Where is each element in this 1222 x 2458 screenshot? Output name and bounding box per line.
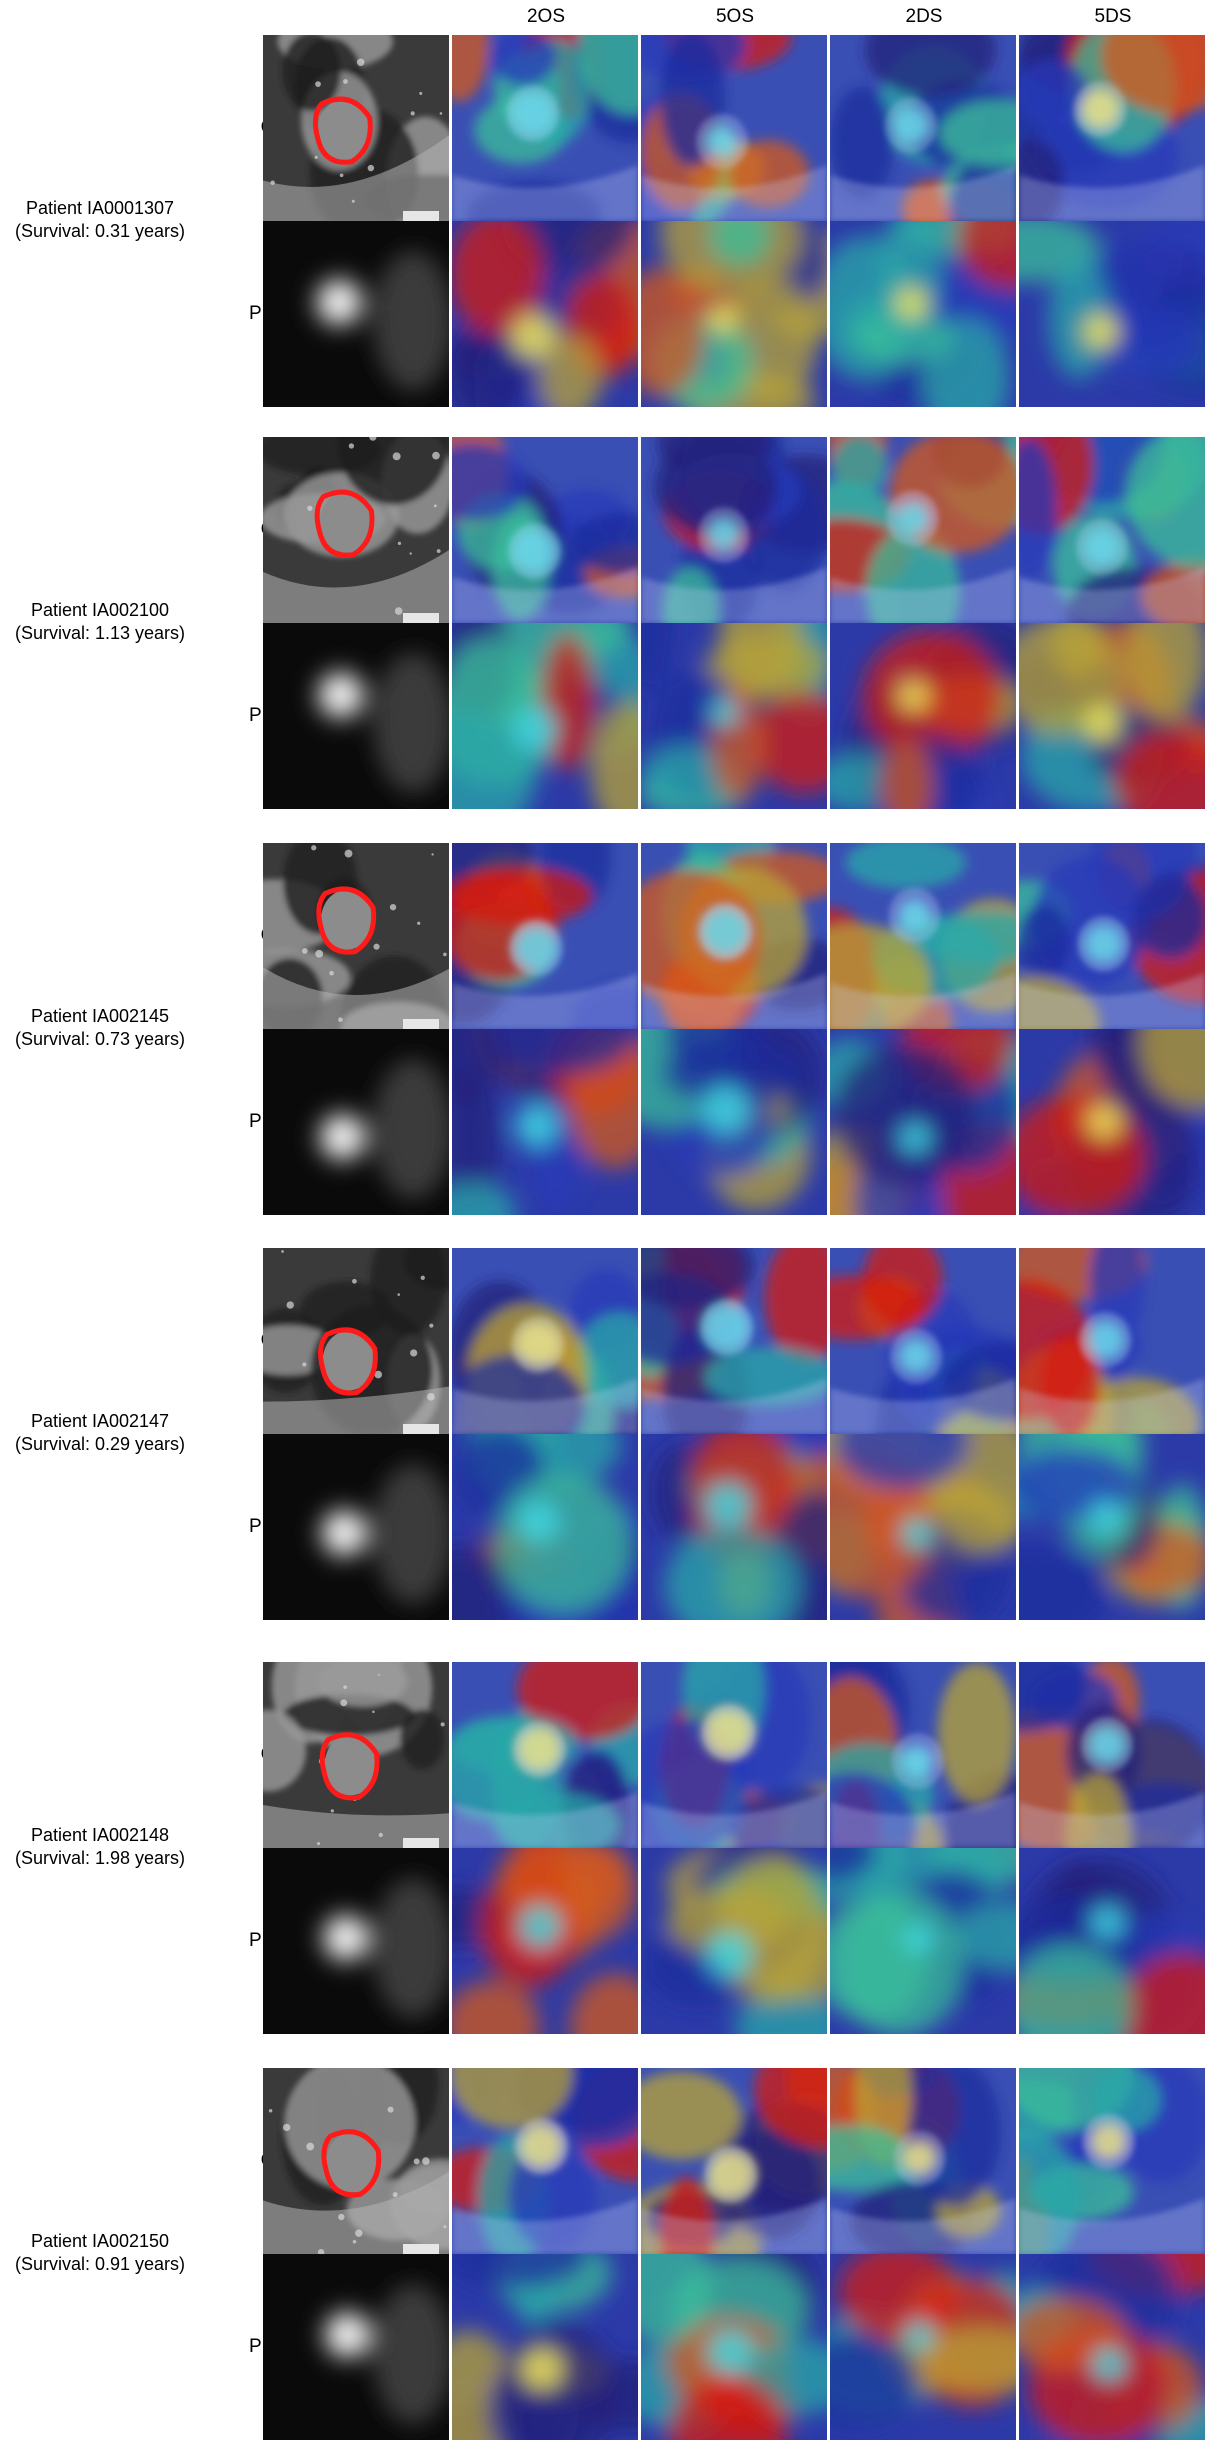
heatmap-image — [1019, 437, 1205, 623]
heatmap-image — [641, 1029, 827, 1215]
heatmap-image — [641, 1848, 827, 2034]
heatmap-image — [830, 1248, 1016, 1434]
heatmap-image — [1019, 1029, 1205, 1215]
heatmap-image — [1019, 1848, 1205, 2034]
tumor-contour — [318, 1327, 378, 1396]
heatmap-image — [830, 1434, 1016, 1620]
scan-image-ct — [263, 1662, 449, 1848]
patient-id: Patient IA0001307 — [25, 198, 175, 218]
heatmap-image — [830, 1029, 1016, 1215]
heatmap-image — [641, 1434, 827, 1620]
column-header-2os: 2OS — [526, 6, 566, 27]
heatmap-image — [830, 221, 1016, 407]
patient-label: Patient IA0001307 (Survival: 0.31 years) — [0, 197, 200, 243]
scan-image-ct — [263, 843, 449, 1029]
tumor-contour — [319, 1732, 380, 1801]
scan-image-pet — [263, 1848, 449, 2034]
heatmap-image — [1019, 221, 1205, 407]
heatmap-image — [641, 221, 827, 407]
patient-label: Patient IA002150 (Survival: 0.91 years) — [0, 2230, 200, 2276]
tumor-contour — [321, 2129, 382, 2198]
heatmap-image — [1019, 1662, 1205, 1848]
scan-image-ct — [263, 1248, 449, 1434]
column-header-5os: 5OS — [715, 6, 755, 27]
heatmap-image — [1019, 35, 1205, 221]
heatmap-image — [452, 1434, 638, 1620]
heatmap-image — [452, 1662, 638, 1848]
scan-image-pet — [263, 2254, 449, 2440]
patient-label: Patient IA002147 (Survival: 0.29 years) — [0, 1410, 200, 1456]
heatmap-image — [641, 1662, 827, 1848]
heatmap-image — [1019, 2068, 1205, 2254]
heatmap-image — [641, 437, 827, 623]
patient-id: Patient IA002145 — [30, 1006, 170, 1026]
heatmap-image — [452, 1248, 638, 1434]
patient-survival: (Survival: 0.91 years) — [14, 2254, 186, 2274]
heatmap-image — [641, 2254, 827, 2440]
patient-survival: (Survival: 0.29 years) — [14, 1434, 186, 1454]
heatmap-image — [830, 437, 1016, 623]
patient-survival: (Survival: 1.13 years) — [14, 623, 186, 643]
patient-survival: (Survival: 0.73 years) — [14, 1029, 186, 1049]
heatmap-image — [830, 1662, 1016, 1848]
patient-id: Patient IA002147 — [30, 1411, 170, 1431]
heatmap-image — [452, 2068, 638, 2254]
heatmap-image — [830, 35, 1016, 221]
scan-image-ct — [263, 35, 449, 221]
tumor-contour — [316, 886, 377, 955]
patient-label: Patient IA002145 (Survival: 0.73 years) — [0, 1005, 200, 1051]
patient-survival: (Survival: 1.98 years) — [14, 1848, 186, 1868]
scan-image-pet — [263, 1029, 449, 1215]
column-header-2ds: 2DS — [905, 6, 943, 27]
heatmap-image — [830, 843, 1016, 1029]
scan-image-pet — [263, 623, 449, 809]
heatmap-image — [452, 623, 638, 809]
patient-label: Patient IA002100 (Survival: 1.13 years) — [0, 599, 200, 645]
heatmap-image — [1019, 2254, 1205, 2440]
heatmap-image — [830, 1848, 1016, 2034]
heatmap-image — [830, 2254, 1016, 2440]
tumor-contour — [314, 489, 375, 558]
heatmap-image — [452, 843, 638, 1029]
heatmap-image — [452, 221, 638, 407]
heatmap-image — [641, 2068, 827, 2254]
heatmap-image — [452, 35, 638, 221]
heatmap-image — [1019, 1434, 1205, 1620]
column-header-5ds: 5DS — [1094, 6, 1132, 27]
heatmap-image — [1019, 843, 1205, 1029]
patient-survival: (Survival: 0.31 years) — [14, 221, 186, 241]
heatmap-image — [452, 437, 638, 623]
scan-image-pet — [263, 221, 449, 407]
heatmap-image — [641, 843, 827, 1029]
scan-image-ct — [263, 2068, 449, 2254]
scan-image-pet — [263, 1434, 449, 1620]
heatmap-image — [641, 35, 827, 221]
tumor-contour — [312, 96, 373, 165]
patient-label: Patient IA002148 (Survival: 1.98 years) — [0, 1824, 200, 1870]
heatmap-image — [641, 623, 827, 809]
heatmap-image — [452, 1848, 638, 2034]
scan-image-ct — [263, 437, 449, 623]
heatmap-image — [830, 623, 1016, 809]
patient-id: Patient IA002148 — [30, 1825, 170, 1845]
heatmap-image — [452, 2254, 638, 2440]
heatmap-image — [1019, 1248, 1205, 1434]
heatmap-image — [830, 2068, 1016, 2254]
heatmap-image — [452, 1029, 638, 1215]
heatmap-image — [641, 1248, 827, 1434]
patient-id: Patient IA002100 — [30, 600, 170, 620]
patient-id: Patient IA002150 — [30, 2231, 170, 2251]
heatmap-image — [1019, 623, 1205, 809]
